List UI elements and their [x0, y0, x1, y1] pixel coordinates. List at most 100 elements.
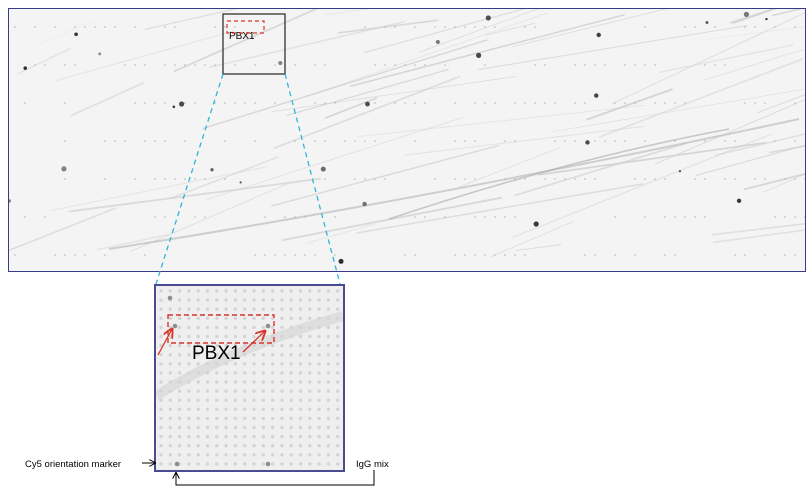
array-spot	[254, 102, 256, 104]
grid-spot	[215, 425, 219, 430]
grid-spot	[233, 343, 238, 348]
array-spot	[734, 178, 736, 180]
grid-spot	[270, 389, 275, 393]
array-spot	[184, 102, 186, 104]
array-spot	[774, 26, 776, 28]
grid-spot	[215, 289, 219, 293]
grid-spot	[261, 307, 265, 311]
array-spot	[144, 64, 146, 66]
dust-speck	[743, 11, 750, 17]
grid-spot	[270, 434, 275, 439]
dust-speck	[320, 166, 326, 172]
array-spot	[574, 64, 576, 66]
array-spot	[484, 216, 486, 218]
dust-speck	[9, 199, 11, 203]
array-spot	[634, 178, 636, 180]
grid-spot	[196, 353, 200, 357]
array-spot	[364, 178, 366, 180]
array-spot	[464, 178, 466, 180]
array-spot	[654, 102, 656, 104]
grid-spot	[336, 407, 340, 411]
grid-spot	[280, 325, 284, 330]
grid-spot	[261, 398, 265, 402]
array-spot	[564, 140, 566, 142]
array-spot	[274, 254, 276, 256]
array-spot	[514, 254, 516, 256]
grid-spot	[196, 462, 200, 466]
grid-spot	[168, 380, 172, 384]
grid-spot	[243, 334, 247, 339]
grid-spot	[270, 298, 275, 302]
grid-spot	[168, 371, 172, 375]
grid-spot	[233, 398, 238, 402]
protein-array-scan	[8, 8, 806, 272]
array-spot	[794, 26, 796, 28]
array-spot	[204, 216, 206, 218]
grid-spot	[168, 316, 172, 320]
array-spot	[254, 254, 256, 256]
scan-streak	[349, 13, 625, 87]
array-spot	[464, 140, 466, 142]
array-spot	[194, 178, 196, 180]
dust-speck	[435, 39, 440, 44]
grid-spot	[289, 380, 293, 384]
grid-spot	[317, 425, 321, 430]
grid-spot	[233, 462, 238, 466]
grid-spot	[336, 425, 340, 430]
grid-spot	[159, 453, 163, 457]
scan-streak	[484, 22, 536, 36]
array-spot	[64, 64, 66, 66]
array-spot	[154, 216, 156, 218]
grid-spot	[205, 371, 210, 375]
grid-spot	[177, 362, 182, 366]
dust-speck	[179, 101, 185, 107]
array-spot	[594, 140, 596, 142]
zoom-pbx1-label: PBX1	[192, 343, 241, 364]
grid-spot	[243, 453, 247, 457]
array-spot	[724, 140, 726, 142]
scan-streak	[756, 94, 805, 114]
array-spot	[644, 178, 646, 180]
grid-spot	[224, 425, 228, 430]
grid-spot	[159, 343, 163, 348]
dust-speck	[596, 32, 601, 38]
grid-spot	[326, 398, 331, 402]
array-spot	[614, 140, 616, 142]
array-spot	[644, 140, 646, 142]
grid-spot	[326, 444, 331, 448]
grid-spot	[243, 325, 247, 330]
scan-streak	[711, 223, 805, 236]
scan-streak	[553, 88, 805, 132]
dust-speck	[765, 17, 768, 21]
grid-spot	[289, 434, 293, 439]
array-spot	[154, 102, 156, 104]
grid-spot	[289, 425, 293, 430]
array-spot	[384, 26, 386, 28]
array-spot	[494, 254, 496, 256]
grid-spot	[289, 325, 293, 330]
array-spot	[484, 254, 486, 256]
scan-streak	[598, 57, 804, 139]
array-spot	[654, 178, 656, 180]
array-spot	[64, 178, 66, 180]
grid-spot	[298, 362, 303, 366]
scan-streak	[418, 9, 539, 53]
zoomed-region	[154, 284, 345, 472]
grid-spot	[215, 434, 219, 439]
array-spot	[264, 254, 266, 256]
scan-streak	[38, 19, 95, 45]
grid-spot	[280, 453, 284, 457]
grid-spot	[168, 289, 172, 293]
grid-spot	[233, 425, 238, 430]
array-spot	[304, 254, 306, 256]
grid-spot	[280, 289, 284, 293]
positive-spot	[265, 323, 271, 329]
array-spot	[544, 64, 546, 66]
grid-spot	[289, 416, 293, 421]
grid-spot	[187, 434, 191, 439]
grid-spot	[289, 371, 293, 375]
dust-speck	[362, 201, 367, 207]
array-spot	[434, 26, 436, 28]
grid-spot	[177, 407, 182, 411]
array-spot	[764, 254, 766, 256]
